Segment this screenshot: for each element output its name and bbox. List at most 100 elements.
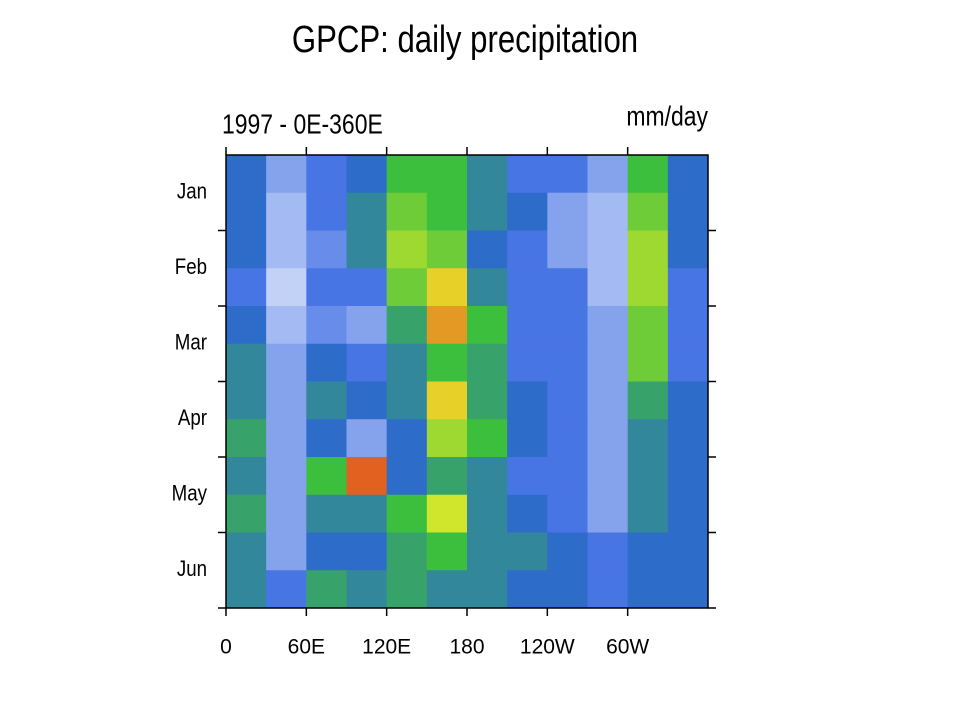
heatmap-cell — [547, 457, 588, 496]
heatmap-cell — [226, 494, 267, 533]
heatmap-cell — [386, 532, 428, 571]
heatmap-cell — [467, 381, 508, 420]
heatmap-cell — [667, 532, 709, 571]
heatmap-cell — [547, 570, 588, 609]
x-tick-label: 180 — [449, 636, 484, 659]
heatmap-cell — [426, 155, 468, 194]
heatmap-cell — [467, 532, 508, 571]
heatmap-cell — [266, 268, 307, 307]
heatmap-cell — [266, 381, 307, 420]
heatmap-cell — [426, 343, 468, 382]
x-tick-label: 0 — [220, 636, 232, 659]
heatmap-cell — [386, 192, 428, 231]
heatmap-cell — [627, 192, 669, 231]
heatmap-cell — [226, 381, 267, 420]
heatmap-cell — [507, 457, 548, 496]
heatmap-cell — [386, 306, 428, 345]
heatmap-cell — [386, 457, 428, 496]
heatmap-cell — [306, 230, 347, 269]
heatmap-cell — [547, 532, 588, 571]
heatmap-cell — [426, 230, 468, 269]
heatmap-cell — [386, 230, 428, 269]
heatmap-cell — [226, 457, 267, 496]
heatmap-cell — [426, 381, 468, 420]
heatmap-cell — [226, 570, 267, 609]
heatmap-cell — [587, 570, 629, 609]
heatmap-cell — [627, 457, 669, 496]
heatmap-cell — [547, 494, 588, 533]
heatmap-cell — [667, 457, 709, 496]
heatmap-cell — [627, 570, 669, 609]
heatmap-cell — [667, 192, 709, 231]
heatmap-cell — [266, 570, 307, 609]
x-tick-label: 120E — [362, 636, 411, 659]
heatmap-cell — [226, 192, 267, 231]
heatmap-cell — [386, 268, 428, 307]
heatmap-cell — [667, 230, 709, 269]
heatmap-cell — [467, 192, 508, 231]
y-tick-label: Jan — [177, 180, 207, 204]
heatmap-cell — [346, 192, 388, 231]
heatmap-cell — [266, 457, 307, 496]
heatmap-cell — [627, 381, 669, 420]
heatmap-cell — [507, 532, 548, 571]
heatmap-cell — [386, 419, 428, 458]
heatmap-cell — [346, 570, 388, 609]
heatmap-cell — [386, 570, 428, 609]
heatmap-cell — [266, 419, 307, 458]
heatmap-cell — [507, 419, 548, 458]
heatmap-cell — [547, 155, 588, 194]
heatmap-cell — [467, 306, 508, 345]
heatmap-cell — [667, 306, 709, 345]
heatmap-cell — [226, 155, 267, 194]
heatmap-cell — [587, 494, 629, 533]
heatmap-cell — [266, 343, 307, 382]
heatmap-cell — [306, 306, 347, 345]
heatmap-cell — [587, 457, 629, 496]
y-tick-label: Feb — [175, 256, 207, 280]
heatmap-cell — [306, 192, 347, 231]
heatmap-cell — [306, 494, 347, 533]
heatmap-cell — [627, 306, 669, 345]
subtitle-right: mm/day — [626, 101, 708, 132]
heatmap-cell — [346, 532, 388, 571]
heatmap-cell — [507, 268, 548, 307]
heatmap-cell — [346, 268, 388, 307]
chart-title: GPCP: daily precipitation — [292, 19, 638, 61]
heatmap-cell — [507, 494, 548, 533]
heatmap-cell — [386, 343, 428, 382]
heatmap-cell — [547, 381, 588, 420]
heatmap-cell — [467, 155, 508, 194]
heatmap-cell — [547, 268, 588, 307]
heatmap-cell — [587, 532, 629, 571]
heatmap-cell — [627, 268, 669, 307]
heatmap-cell — [426, 268, 468, 307]
heatmap-cell — [226, 306, 267, 345]
x-tick-label: 120W — [520, 636, 575, 659]
y-tick-label: Apr — [178, 407, 207, 431]
heatmap-cell — [587, 306, 629, 345]
y-tick-label: May — [172, 482, 208, 506]
heatmap-cell — [467, 268, 508, 307]
heatmap-cell — [547, 230, 588, 269]
heatmap-cell — [507, 306, 548, 345]
heatmap-cell — [667, 155, 709, 194]
heatmap-cell — [226, 230, 267, 269]
x-tick-label: 60W — [606, 636, 649, 659]
heatmap-cell — [426, 532, 468, 571]
heatmap-cell — [467, 419, 508, 458]
heatmap-cell — [547, 343, 588, 382]
heatmap-cell — [226, 268, 267, 307]
heatmap-cell — [587, 192, 629, 231]
heatmap-cell — [306, 155, 347, 194]
heatmap-cell — [306, 268, 347, 307]
heatmap-cell — [467, 494, 508, 533]
heatmap-cell — [266, 155, 307, 194]
heatmap-cell — [226, 532, 267, 571]
heatmap-cell — [426, 457, 468, 496]
heatmap-cell — [426, 494, 468, 533]
heatmap-cell — [467, 457, 508, 496]
heatmap-cell — [507, 192, 548, 231]
